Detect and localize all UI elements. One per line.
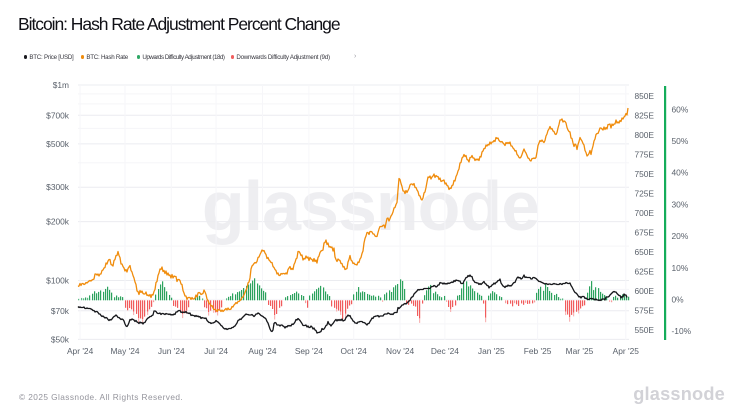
svg-text:Jul '24: Jul '24 <box>204 346 228 356</box>
svg-text:650E: 650E <box>634 247 654 257</box>
svg-text:20%: 20% <box>672 231 689 241</box>
svg-text:30%: 30% <box>672 199 689 209</box>
svg-text:Mar '25: Mar '25 <box>566 346 594 356</box>
svg-text:60%: 60% <box>672 104 689 114</box>
svg-text:$500k: $500k <box>46 139 70 149</box>
svg-text:$700k: $700k <box>46 110 70 120</box>
svg-text:10%: 10% <box>672 263 689 273</box>
svg-text:775E: 775E <box>634 150 654 160</box>
svg-text:$50k: $50k <box>51 334 70 344</box>
svg-text:550E: 550E <box>634 325 654 335</box>
svg-text:0%: 0% <box>672 295 685 305</box>
svg-text:$1m: $1m <box>53 80 69 90</box>
svg-text:Dec '24: Dec '24 <box>431 346 459 356</box>
svg-text:$300k: $300k <box>46 182 70 192</box>
svg-text:-10%: -10% <box>672 326 692 336</box>
svg-text:$100k: $100k <box>46 276 70 286</box>
svg-text:Nov '24: Nov '24 <box>386 346 414 356</box>
svg-text:Apr '24: Apr '24 <box>67 346 94 356</box>
svg-text:glassnode: glassnode <box>202 167 539 245</box>
svg-text:Apr '25: Apr '25 <box>613 346 640 356</box>
svg-text:Oct '24: Oct '24 <box>341 346 368 356</box>
svg-text:600E: 600E <box>634 286 654 296</box>
svg-text:Feb '25: Feb '25 <box>524 346 552 356</box>
svg-text:$70k: $70k <box>51 306 70 316</box>
svg-text:$200k: $200k <box>46 217 70 227</box>
svg-text:575E: 575E <box>634 306 654 316</box>
svg-text:May '24: May '24 <box>110 346 139 356</box>
svg-text:625E: 625E <box>634 267 654 277</box>
svg-text:Jan '25: Jan '25 <box>478 346 505 356</box>
svg-text:50%: 50% <box>672 136 689 146</box>
svg-text:675E: 675E <box>634 228 654 238</box>
svg-text:825E: 825E <box>634 111 654 121</box>
svg-text:Sep '24: Sep '24 <box>295 346 323 356</box>
svg-text:850E: 850E <box>634 91 654 101</box>
svg-text:750E: 750E <box>634 169 654 179</box>
svg-text:800E: 800E <box>634 130 654 140</box>
svg-text:Aug '24: Aug '24 <box>248 346 276 356</box>
svg-text:40%: 40% <box>672 168 689 178</box>
svg-text:700E: 700E <box>634 208 654 218</box>
svg-text:725E: 725E <box>634 189 654 199</box>
svg-text:Jun '24: Jun '24 <box>158 346 185 356</box>
